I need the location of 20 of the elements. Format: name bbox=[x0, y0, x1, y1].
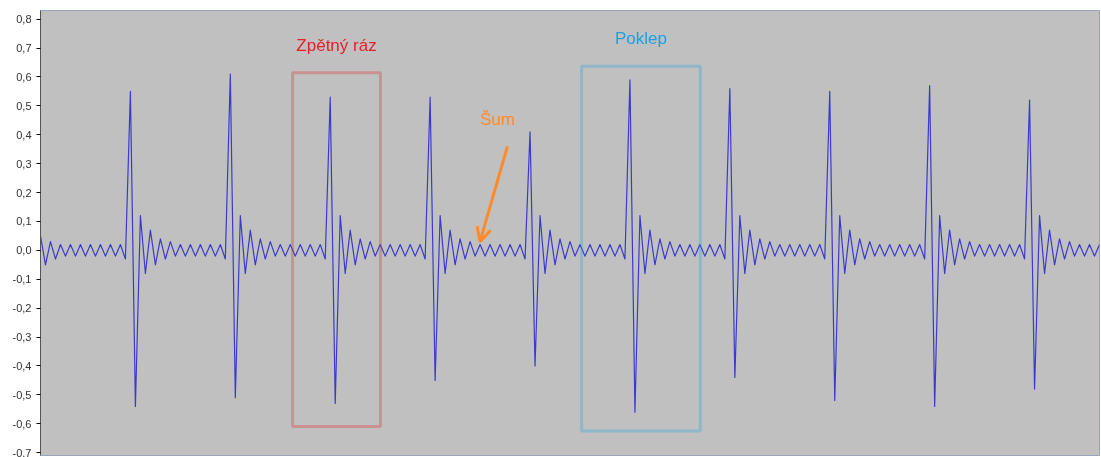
y-tick-label: 0,1 bbox=[16, 215, 32, 228]
y-tick-label: -0,6 bbox=[12, 417, 32, 430]
y-tick-label: -0,1 bbox=[12, 273, 32, 286]
y-tick-label: -0,4 bbox=[12, 359, 32, 372]
y-tick-label: -0,5 bbox=[12, 388, 32, 401]
y-tick-label: 0,3 bbox=[16, 157, 32, 170]
y-tick-label: -0,2 bbox=[12, 302, 32, 315]
y-tick-label: 0,7 bbox=[16, 42, 32, 55]
annotation: Poklep bbox=[614, 29, 667, 49]
y-tick-label: 0,4 bbox=[16, 128, 32, 141]
y-tick-label: -0,7 bbox=[12, 446, 32, 457]
annotation: Šum bbox=[479, 109, 515, 129]
y-tick-label: 0,8 bbox=[16, 13, 32, 26]
y-tick-label: 0,2 bbox=[16, 186, 32, 199]
y-tick-label: 0,6 bbox=[16, 70, 32, 83]
line-series bbox=[40, 73, 1100, 413]
y-tick-label: -0,3 bbox=[12, 331, 32, 344]
y-tick-label: 0,5 bbox=[16, 99, 32, 112]
y-tick-label: 0,0 bbox=[16, 244, 32, 257]
annotation: Zpětný ráz bbox=[296, 36, 377, 55]
